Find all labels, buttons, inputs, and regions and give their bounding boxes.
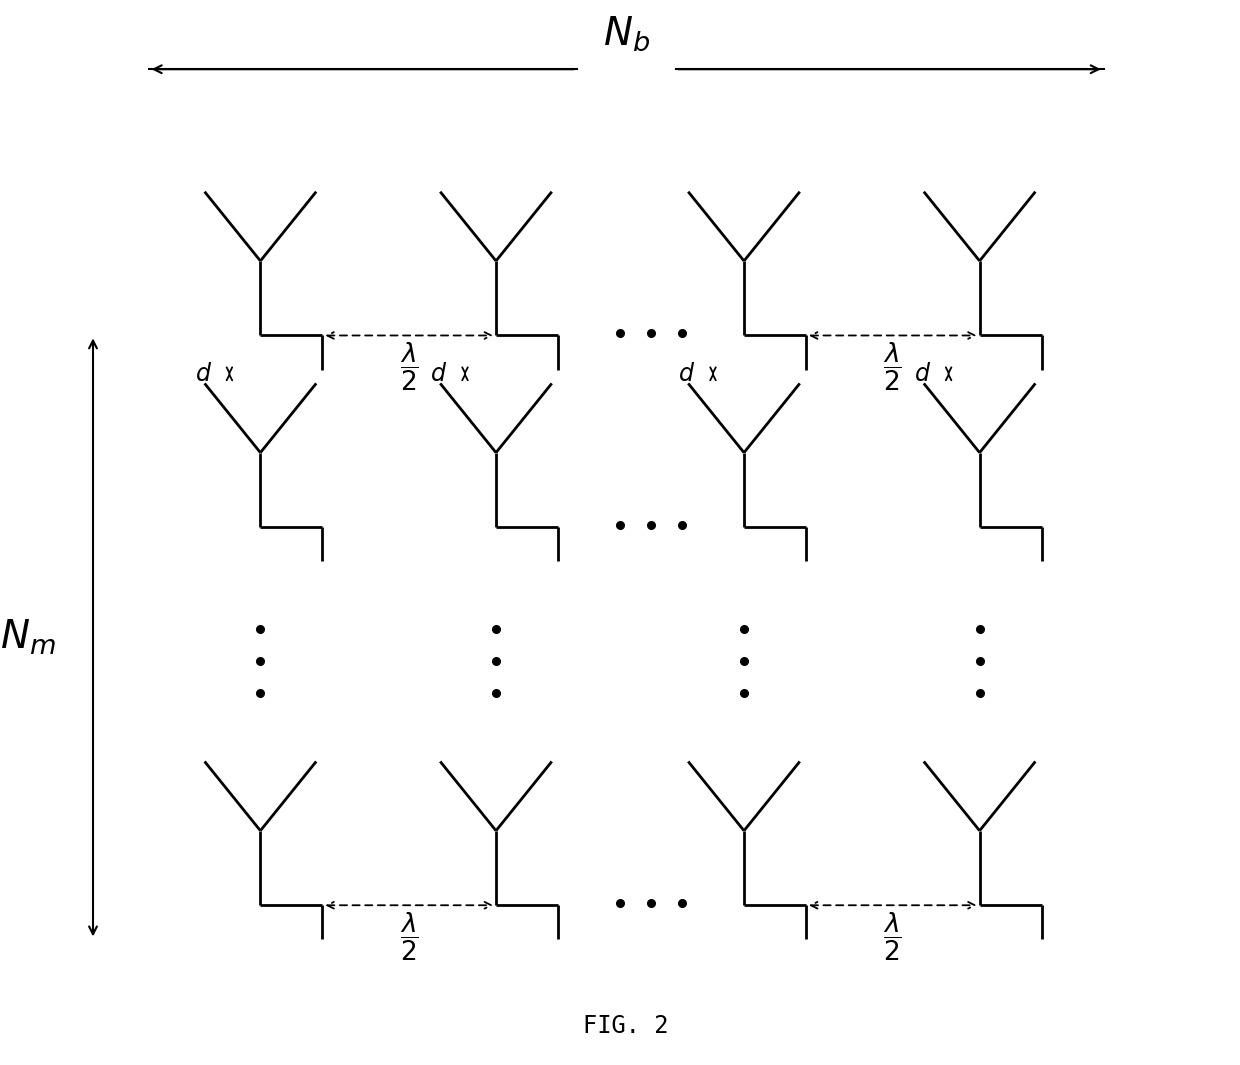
Text: $\dfrac{\lambda}{2}$: $\dfrac{\lambda}{2}$ (399, 341, 419, 393)
Text: $N_b$: $N_b$ (603, 15, 650, 53)
Text: $N_m$: $N_m$ (0, 618, 56, 657)
Text: $\dfrac{\lambda}{2}$: $\dfrac{\lambda}{2}$ (883, 911, 903, 963)
Text: d: d (432, 362, 446, 386)
Text: FIG. 2: FIG. 2 (584, 1014, 668, 1038)
Text: d: d (915, 362, 930, 386)
Text: $\dfrac{\lambda}{2}$: $\dfrac{\lambda}{2}$ (399, 911, 419, 963)
Text: d: d (680, 362, 694, 386)
Text: $\dfrac{\lambda}{2}$: $\dfrac{\lambda}{2}$ (883, 341, 903, 393)
Text: d: d (196, 362, 211, 386)
